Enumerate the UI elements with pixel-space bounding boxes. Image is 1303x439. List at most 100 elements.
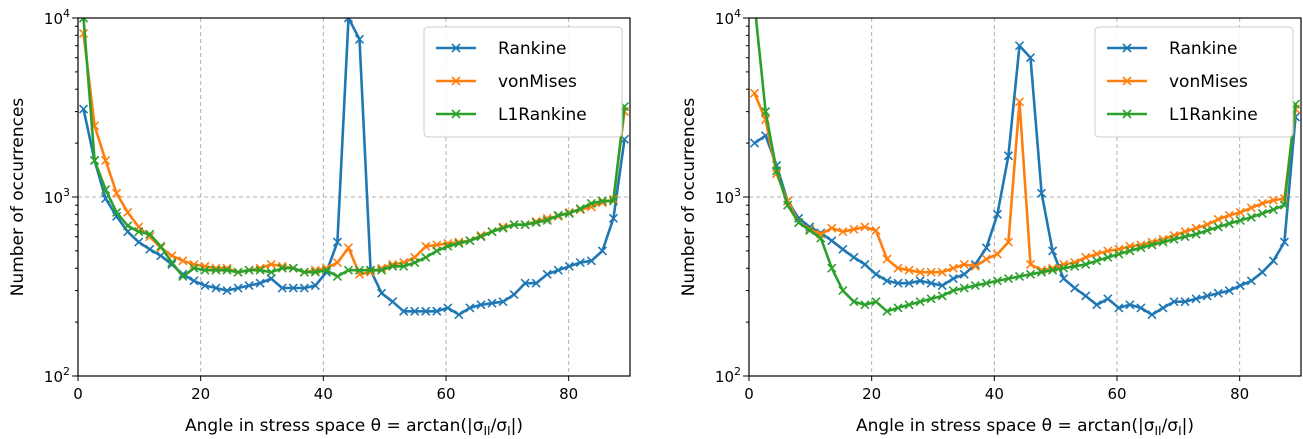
data-point: [1125, 300, 1135, 310]
y-axis-label: Number of occurrences: [8, 98, 28, 297]
data-point: [78, 104, 89, 114]
data-point: [575, 258, 585, 268]
data-point: [1213, 288, 1223, 298]
data-point: [1202, 225, 1212, 236]
legend-marker: [451, 43, 461, 53]
data-point: [915, 267, 925, 277]
data-point: [948, 274, 958, 284]
data-point: [1147, 310, 1157, 320]
data-point: [1136, 303, 1146, 313]
data-point: [904, 265, 914, 275]
data-point: [343, 265, 354, 275]
data-point: [1224, 219, 1234, 229]
data-point: [926, 278, 936, 288]
legend-label: L1Rankine: [1169, 105, 1258, 125]
data-point: [145, 229, 155, 239]
data-point: [421, 241, 431, 251]
plot-area: [78, 18, 630, 320]
data-point: [288, 263, 298, 273]
data-point: [860, 222, 870, 232]
legend: Rankine vonMises L1Rankine: [1094, 26, 1294, 138]
data-point: [915, 297, 925, 307]
data-point: [1125, 246, 1135, 256]
plot-area: [749, 18, 1301, 320]
data-point: [476, 232, 486, 242]
data-point: [432, 306, 442, 316]
legend: Rankine vonMises L1Rankine: [423, 26, 623, 138]
data-point: [1081, 252, 1091, 262]
data-point: [1257, 267, 1267, 277]
series-line: [753, 92, 1297, 274]
data-point: [377, 288, 387, 298]
data-point: [1246, 203, 1256, 213]
data-point: [189, 263, 199, 273]
legend-item-vonMises: vonMises: [436, 72, 577, 92]
data-point: [1003, 274, 1014, 284]
data-point: [1070, 261, 1080, 271]
data-point: [1224, 210, 1234, 220]
data-point: [354, 34, 365, 44]
y-tick-label: 103: [715, 186, 741, 207]
data-point: [244, 265, 254, 275]
legend-marker: [451, 76, 461, 86]
data-point: [1257, 198, 1267, 209]
data-point: [904, 278, 914, 288]
x-tick-label: 40: [314, 385, 333, 403]
data-point: [564, 261, 574, 271]
data-point: [343, 243, 354, 253]
data-point: [211, 283, 221, 293]
data-point: [1114, 249, 1124, 259]
data-point: [1191, 229, 1201, 239]
data-point: [992, 209, 1002, 219]
data-point: [1180, 297, 1190, 307]
data-point: [1147, 240, 1157, 250]
data-point: [255, 265, 265, 275]
data-point: [904, 300, 914, 310]
series-Rankine: [749, 41, 1301, 320]
data-point: [321, 265, 331, 275]
data-point: [1036, 188, 1047, 198]
data-point: [178, 256, 188, 266]
data-point: [749, 138, 760, 148]
data-point: [112, 188, 122, 198]
data-point: [343, 18, 354, 23]
data-point: [498, 297, 508, 307]
data-point: [1279, 237, 1290, 247]
data-point: [1070, 283, 1080, 293]
data-point: [465, 236, 475, 246]
data-point: [1191, 294, 1201, 304]
data-point: [277, 283, 287, 293]
legend-box: [1094, 26, 1294, 138]
data-point: [1224, 286, 1234, 296]
x-tick-label: 40: [985, 385, 1004, 403]
data-point: [827, 223, 837, 233]
data-point: [1014, 41, 1025, 51]
data-point: [992, 249, 1002, 259]
data-point: [233, 283, 243, 293]
data-point: [1048, 265, 1058, 275]
data-point: [1036, 267, 1047, 277]
data-point: [1158, 237, 1168, 247]
chart-panel-1: 0 20 40 60 80 102 103 104 Angle in stress space …: [8, 7, 631, 438]
data-point: [849, 252, 859, 262]
data-point: [992, 276, 1002, 286]
data-point: [926, 294, 936, 304]
data-point: [332, 258, 343, 268]
data-point: [1059, 263, 1069, 273]
data-point: [1025, 269, 1036, 279]
data-point: [89, 155, 100, 166]
data-point: [1235, 215, 1245, 225]
x-axis-label: Angle in stress space θ = arctan(|σII/σI…: [856, 416, 1194, 438]
legend-marker: [1122, 109, 1132, 119]
x-tick-label: 0: [73, 385, 83, 403]
data-point: [948, 263, 958, 273]
data-point: [531, 278, 541, 288]
data-point: [860, 259, 870, 270]
legend-marker: [1122, 76, 1132, 86]
data-point: [1114, 303, 1124, 313]
data-point: [827, 236, 837, 246]
x-tick-label: 60: [436, 385, 455, 403]
data-point: [189, 259, 199, 270]
data-point: [443, 303, 453, 313]
